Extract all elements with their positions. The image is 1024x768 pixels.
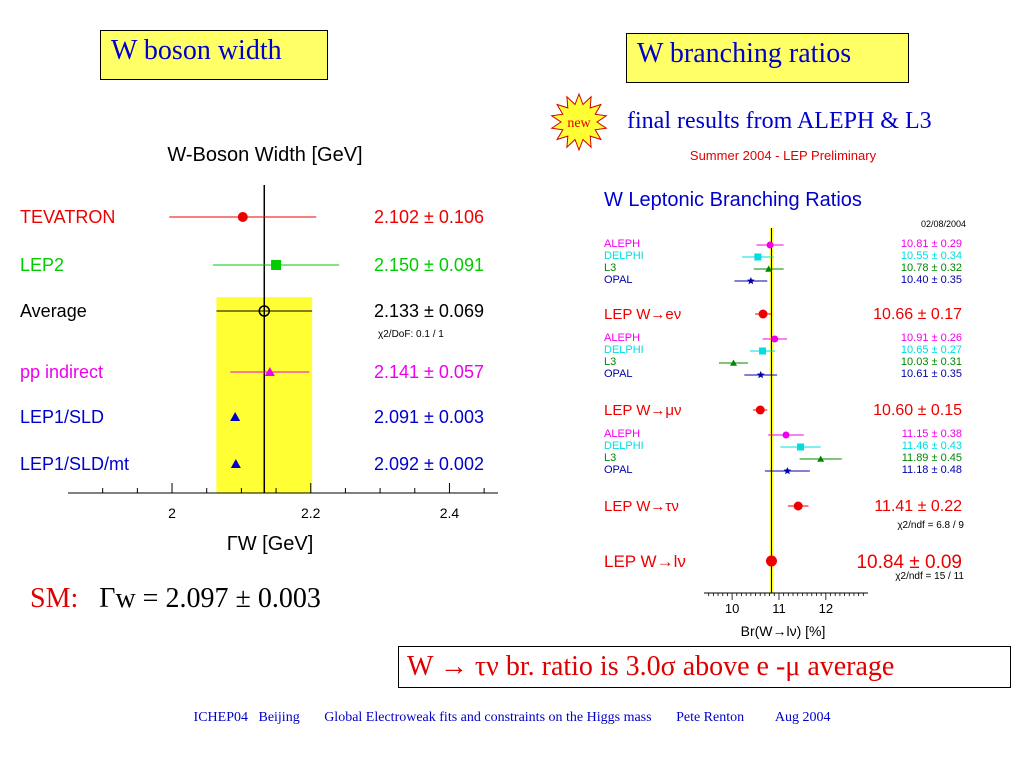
right-chart-row-label: ALEPH (604, 428, 640, 440)
right-chart-combined-point (758, 309, 768, 319)
subtitle: final results from ALEPH & L3 (627, 108, 932, 134)
right-chart-overall-note: χ2/ndf = 15 / 11 (895, 571, 964, 582)
right-title: W branching ratios (637, 38, 852, 69)
right-chart-value: 10.61 ± 0.35 (901, 368, 962, 380)
right-chart-row-label: DELPHI (604, 440, 644, 452)
right-chart-row-label: L3 (604, 356, 616, 368)
left-chart-point (230, 459, 241, 468)
right-chart-value: 10.03 ± 0.31 (901, 356, 962, 368)
right-chart-value: 10.65 ± 0.27 (901, 344, 962, 356)
new-badge-label: new (567, 116, 591, 131)
right-chart-value: 10.81 ± 0.29 (901, 238, 962, 250)
right-chart-row-label: DELPHI (604, 344, 644, 356)
right-chart-value: 11.89 ± 0.45 (902, 452, 962, 464)
right-chart-point (754, 253, 762, 261)
right-chart-value: 10.40 ± 0.35 (901, 274, 962, 286)
right-chart-x-tick-label: 12 (819, 601, 833, 616)
tau-statement: W → τν br. ratio is 3.0σ above e -μ aver… (407, 651, 895, 682)
left-title: W boson width (111, 35, 282, 66)
right-chart-combined-value: 10.66 ± 0.17 (873, 306, 962, 323)
left-chart-point (230, 412, 241, 421)
right-chart-value: 11.15 ± 0.38 (902, 428, 962, 440)
right-chart-value: 11.46 ± 0.43 (902, 440, 962, 452)
left-chart-row-label: pp indirect (20, 362, 103, 382)
left-chart-note: χ2/DoF: 0.1 / 1 (378, 329, 444, 340)
right-chart-combined-label: LEP W→eν (604, 306, 681, 323)
right-chart-note: χ2/ndf = 6.8 / 9 (897, 520, 964, 531)
right-chart-combined-point (793, 501, 803, 511)
right-chart-x-axis-label: Br(W→lν) [%] (741, 623, 826, 639)
right-chart-row-label: OPAL (604, 274, 633, 286)
right-chart-row-label: L3 (604, 262, 616, 274)
left-chart-point (271, 260, 282, 270)
left-chart-point (264, 367, 275, 376)
left-chart-value: 2.133 ± 0.069 (374, 301, 484, 321)
right-chart-combined-value: 11.41 ± 0.22 (874, 498, 962, 515)
right-chart-overall-point (765, 555, 777, 567)
left-chart-row-label: LEP1/SLD/mt (20, 454, 129, 474)
right-chart-combined-value: 10.60 ± 0.15 (873, 402, 962, 419)
right-chart-point (759, 347, 767, 355)
left-chart-title: W-Boson Width [GeV] (167, 144, 362, 166)
right-chart-point (782, 431, 790, 439)
right-chart-point (817, 455, 825, 462)
right-chart-combined-label: LEP W→τν (604, 498, 679, 515)
right-chart-point (766, 241, 774, 249)
right-chart-point (747, 277, 755, 285)
right-chart-point (771, 335, 779, 343)
left-chart-value: 2.092 ± 0.002 (374, 454, 484, 474)
left-chart-value: 2.091 ± 0.003 (374, 407, 484, 427)
right-chart-combined-point (755, 405, 765, 415)
left-chart-value: 2.150 ± 0.091 (374, 255, 484, 275)
right-chart-x-tick-label: 10 (725, 601, 739, 616)
right-chart-header-note: Summer 2004 - LEP Preliminary (690, 148, 877, 163)
right-chart-x-tick-label: 11 (772, 601, 786, 616)
left-chart-x-tick-label: 2 (168, 505, 176, 521)
left-chart-x-tick-label: 2.2 (301, 505, 321, 521)
right-chart-point (783, 467, 792, 475)
left-chart-x-tick-label: 2.4 (440, 505, 460, 521)
left-chart-point (237, 212, 248, 222)
tau-statement-box: W → τν br. ratio is 3.0σ above e -μ aver… (398, 646, 1011, 688)
new-badge-star-icon (550, 92, 608, 152)
sm-label: SM: (30, 583, 79, 614)
right-chart-value: 11.18 ± 0.48 (902, 464, 962, 476)
right-chart-row-label: ALEPH (604, 238, 640, 250)
left-title-box: W boson width (100, 30, 328, 80)
right-chart-overall-label: LEP W→lν (604, 552, 686, 571)
sm-expression: Γw = 2.097 ± 0.003 (99, 583, 321, 614)
right-chart-combined-label: LEP W→μν (604, 402, 682, 419)
right-chart-row-label: OPAL (604, 464, 633, 476)
right-chart-row-label: OPAL (604, 368, 633, 380)
right-chart-point (730, 359, 738, 366)
right-chart-row-label: ALEPH (604, 332, 640, 344)
sm-line: SM: Γw = 2.097 ± 0.003 (30, 583, 321, 615)
left-chart-row-label: TEVATRON (20, 207, 115, 227)
right-chart-point (756, 371, 765, 379)
left-chart-point (258, 305, 271, 317)
right-chart-point (797, 443, 805, 451)
right-title-box: W branching ratios (626, 33, 909, 83)
left-chart-row-label: LEP1/SLD (20, 407, 104, 427)
left-chart-row-label: LEP2 (20, 255, 64, 275)
left-chart-value: 2.102 ± 0.106 (374, 207, 484, 227)
right-chart-row-label: DELPHI (604, 250, 644, 262)
right-chart-value: 10.91 ± 0.26 (901, 332, 962, 344)
left-chart-row-label: Average (20, 301, 87, 321)
left-chart-x-axis-label: ΓW [GeV] (227, 533, 314, 555)
right-chart-title: W Leptonic Branching Ratios (604, 189, 862, 211)
right-chart-value: 10.78 ± 0.32 (901, 262, 962, 274)
right-chart-date: 02/08/2004 (921, 219, 966, 229)
right-chart-row-label: L3 (604, 452, 616, 464)
footer: ICHEP04 Beijing Global Electroweak fits … (193, 710, 831, 725)
right-chart-point (765, 265, 773, 272)
left-chart-value: 2.141 ± 0.057 (374, 362, 484, 382)
right-chart-value: 10.55 ± 0.34 (901, 250, 962, 262)
right-chart-overall-value: 10.84 ± 0.09 (856, 552, 962, 573)
